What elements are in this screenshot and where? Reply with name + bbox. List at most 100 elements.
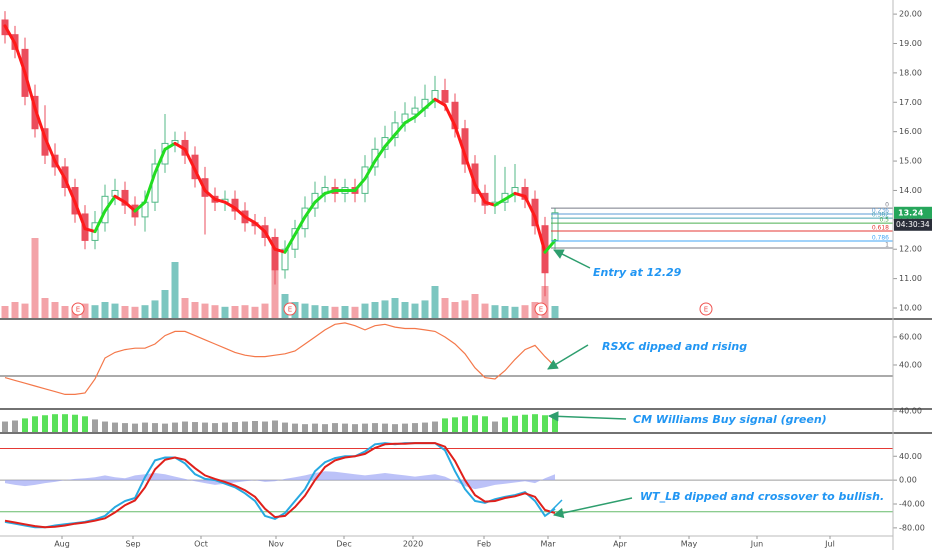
bar [292,423,298,432]
bar [172,422,178,432]
volume-bar [361,303,369,318]
price-badge [894,206,932,219]
bar [482,416,488,432]
ma-segment [473,183,487,204]
volume-bar [401,302,409,318]
x-tick-label: Mar [540,540,556,549]
ma-segment [273,247,287,254]
series-line [4,322,556,395]
bar [372,423,378,432]
y-tick-label: -40.00 [899,500,925,509]
ma-segment [63,177,77,204]
volume-bar [491,305,499,318]
annotation: WT_LB dipped and crossover to bullish. [640,490,884,503]
x-tick-label: Sep [125,540,140,549]
ma-segment [363,159,377,181]
volume-bar [111,303,119,318]
ma-segment [513,191,527,198]
candle-body [411,107,419,115]
volume-bar [321,306,329,318]
volume-bar [181,298,189,318]
bar [502,417,508,432]
bar [522,414,528,432]
ma-segment [213,197,227,204]
ma-segment [523,194,537,219]
ma-segment [393,121,407,137]
y-tick-label: 11.00 [899,274,922,283]
earnings-label: E [704,306,708,314]
volume-bar [121,306,129,318]
volume-bar [241,305,249,318]
x-tick-label: Feb [477,540,491,549]
bar [452,417,458,432]
volume-bar [91,305,99,318]
volume-bar [41,298,49,318]
ma-segment [123,200,137,213]
ma-segment [173,141,187,151]
bar [132,423,138,432]
ma-segment [463,153,477,187]
volume-bar [381,300,389,318]
volume-bar [221,306,229,318]
y-tick-label: 19.00 [899,39,922,48]
x-tick-label: May [681,540,698,549]
price-badge-label: 13.24 [898,208,924,217]
ma-segment [423,97,437,110]
bar [202,422,208,432]
ma-segment [543,238,557,254]
bar [532,414,538,432]
volume-bar [461,300,469,318]
bar [232,422,238,432]
volume-bar [21,303,29,318]
ma-segment [143,171,157,204]
candle-body [551,212,559,241]
ma-segment [253,221,267,234]
volume-bar [371,302,379,318]
series-line [4,442,556,529]
volume-bar [301,303,309,318]
fib-label: 1 [885,242,889,249]
volume-bar [101,302,109,318]
candle-body [121,189,129,206]
y-tick-label: 0.00 [899,476,917,485]
fib-label: 0 [885,202,889,209]
volume-bar [171,262,179,318]
bar [52,414,58,432]
volume-bar [451,302,459,318]
volume-bar [211,305,219,318]
volume-bar [421,300,429,318]
y-tick-label: -80.00 [899,523,925,532]
ma-segment [443,103,457,128]
volume-bar [481,303,489,318]
earnings-marker [283,302,297,316]
countdown-label: 04:30:34 [896,220,930,229]
ma-segment [243,215,257,225]
ma-segment [163,141,177,151]
fib-label: 0.618 [872,225,889,232]
y-tick-label: 60.00 [899,332,922,341]
ma-segment [23,71,37,110]
ma-segment [183,147,197,172]
volume-bar [441,298,449,318]
ma-segment [193,168,207,192]
bar [382,423,388,432]
fib-label: 0.236 [872,207,889,214]
bar [392,424,398,432]
bar [402,423,408,432]
ma-segment [433,97,447,107]
volume-bar [131,306,139,318]
candle-body [271,236,279,271]
arrow [547,411,627,422]
y-tick-label: 15.00 [899,157,922,166]
ma-segment [533,215,547,254]
earnings-label: E [76,306,80,314]
ma-segment [53,159,67,181]
bar [182,421,188,432]
bar [32,416,38,432]
bar [162,423,168,432]
volume-bar [81,303,89,318]
x-tick-label: Jul [824,540,835,549]
bar [542,415,548,432]
volume-bar [551,306,559,318]
